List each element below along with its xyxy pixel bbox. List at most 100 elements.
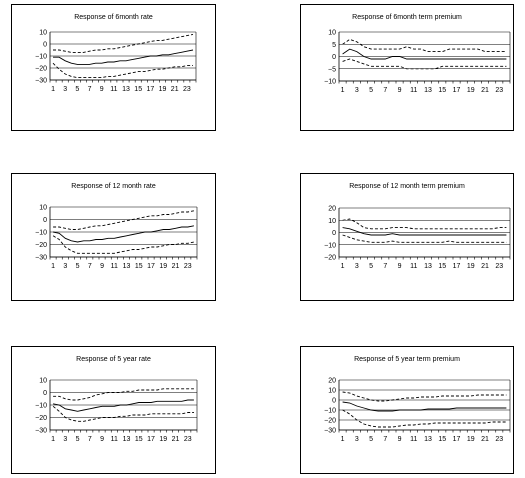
chart-title: Response of 5 year rate [76, 356, 151, 363]
x-tick-label: 21 [172, 263, 180, 270]
x-tick-label: 5 [76, 436, 80, 443]
y-tick-label: 10 [39, 205, 47, 212]
x-tick-label: 9 [100, 263, 104, 270]
x-tick-label: 21 [481, 436, 489, 443]
x-tick-label: 15 [438, 87, 446, 94]
y-tick-label: −10 [324, 408, 336, 415]
chart-title: Response of 12 month term premium [349, 183, 465, 190]
x-tick-label: 13 [123, 436, 131, 443]
x-tick-label: 9 [398, 87, 402, 94]
x-tick-label: 11 [410, 87, 417, 94]
x-tick-label: 21 [172, 436, 180, 443]
chart-title: Response of 5 year term premium [354, 356, 460, 363]
y-tick-label: −20 [324, 418, 336, 425]
x-tick-label: 3 [355, 263, 359, 270]
y-tick-label: 10 [328, 218, 336, 225]
x-tick-label: 17 [147, 263, 155, 270]
x-tick-label: 3 [63, 263, 67, 270]
x-tick-label: 3 [355, 436, 359, 443]
x-tick-label: 21 [481, 263, 489, 270]
x-tick-label: 19 [159, 436, 167, 443]
y-tick-label: 5 [332, 42, 336, 49]
x-tick-label: 11 [410, 436, 417, 443]
y-tick-label: 0 [332, 398, 336, 405]
y-tick-label: −20 [35, 242, 47, 249]
x-tick-label: 21 [171, 86, 179, 93]
x-tick-label: 21 [481, 87, 489, 94]
y-tick-label: −30 [35, 255, 47, 262]
y-tick-label: 10 [39, 378, 47, 385]
chart-panel-6month-term-premium: Response of 6month term premium 10 5 0 −5 −1… [300, 4, 514, 131]
x-tick-label: 19 [467, 436, 475, 443]
x-tick-label: 13 [424, 263, 432, 270]
x-tick-label: 9 [398, 263, 402, 270]
confidence-band-line [53, 388, 194, 401]
confidence-band-line [52, 405, 194, 422]
y-tick-label: 10 [39, 30, 47, 37]
x-tick-label: 17 [147, 436, 155, 443]
x-tick-label: 13 [122, 86, 130, 93]
x-tick-label: 7 [88, 263, 92, 270]
x-tick-label: 5 [369, 263, 373, 270]
x-tick-label: 11 [111, 436, 118, 443]
x-tick-label: 1 [341, 436, 345, 443]
y-tick-label: 20 [328, 378, 336, 385]
y-tick-label: 0 [43, 217, 47, 224]
y-tick-label: 10 [328, 30, 336, 37]
chart-panel-6month-rate: Response of 6month rate 10 0 −10 −20 −30 1 3 5 7… [11, 4, 216, 131]
x-tick-label: 9 [100, 86, 104, 93]
chart-panel-5year-term-premium: Response of 5 year term premium 20 10 0 −10… [300, 346, 514, 474]
x-tick-label: 23 [495, 87, 503, 94]
x-tick-label: 15 [134, 86, 142, 93]
confidence-band-line [342, 234, 507, 243]
x-tick-label: 15 [135, 263, 143, 270]
chart-title: Response of 6month rate [74, 14, 153, 21]
chart-panel-5year-rate: Response of 5 year rate 10 0 −10 −20 −30 1 3 5 7… [11, 346, 216, 474]
y-tick-label: −30 [35, 78, 47, 85]
x-tick-label: 11 [410, 263, 417, 270]
confidence-band-line [53, 210, 194, 230]
x-tick-label: 13 [123, 263, 131, 270]
x-tick-label: 7 [383, 263, 387, 270]
chart-title: Response of 6month term premium [352, 14, 462, 21]
confidence-band-line [342, 58, 507, 70]
confidence-band-line [52, 62, 193, 79]
x-tick-label: 7 [88, 86, 92, 93]
x-tick-label: 23 [495, 436, 503, 443]
x-tick-label: 1 [51, 86, 55, 93]
x-tick-label: 5 [75, 86, 79, 93]
chart-svg: 100−10−20−301 3 5 7 9 11 13 15 17 19 21 23 [35, 30, 197, 93]
x-tick-label: 7 [88, 436, 92, 443]
response-line [53, 49, 194, 65]
x-tick-label: 15 [438, 263, 446, 270]
x-tick-label: 23 [184, 263, 192, 270]
x-tick-label: 13 [424, 436, 432, 443]
chart-panel-12month-term-premium: Response of 12 month term premium 20 10 0 −… [300, 173, 514, 301]
response-line [53, 399, 194, 412]
confidence-band-line [53, 33, 194, 53]
x-tick-label: 19 [159, 263, 167, 270]
x-tick-label: 1 [51, 436, 55, 443]
y-tick-label: 10 [328, 388, 336, 395]
x-tick-label: 15 [135, 436, 143, 443]
x-tick-label: 5 [369, 436, 373, 443]
y-tick-label: 0 [332, 230, 336, 237]
y-tick-label: −5 [328, 66, 336, 73]
x-tick-label: 19 [159, 86, 167, 93]
y-tick-label: 0 [43, 42, 47, 49]
x-tick-label: 9 [100, 436, 104, 443]
x-tick-label: 1 [341, 87, 345, 94]
y-tick-label: −20 [35, 415, 47, 422]
x-tick-label: 23 [495, 263, 503, 270]
y-tick-label: −30 [324, 428, 336, 435]
y-tick-label: 0 [43, 390, 47, 397]
x-tick-label: 3 [355, 87, 359, 94]
confidence-band-line [342, 409, 507, 428]
y-tick-label: −10 [35, 403, 47, 410]
y-tick-label: −20 [35, 66, 47, 73]
x-tick-label: 17 [146, 86, 154, 93]
response-line [342, 401, 507, 412]
chart-panel-12month-rate: Response of 12 month rate 10 0 −10 −20 −30 1 3… [11, 173, 216, 301]
